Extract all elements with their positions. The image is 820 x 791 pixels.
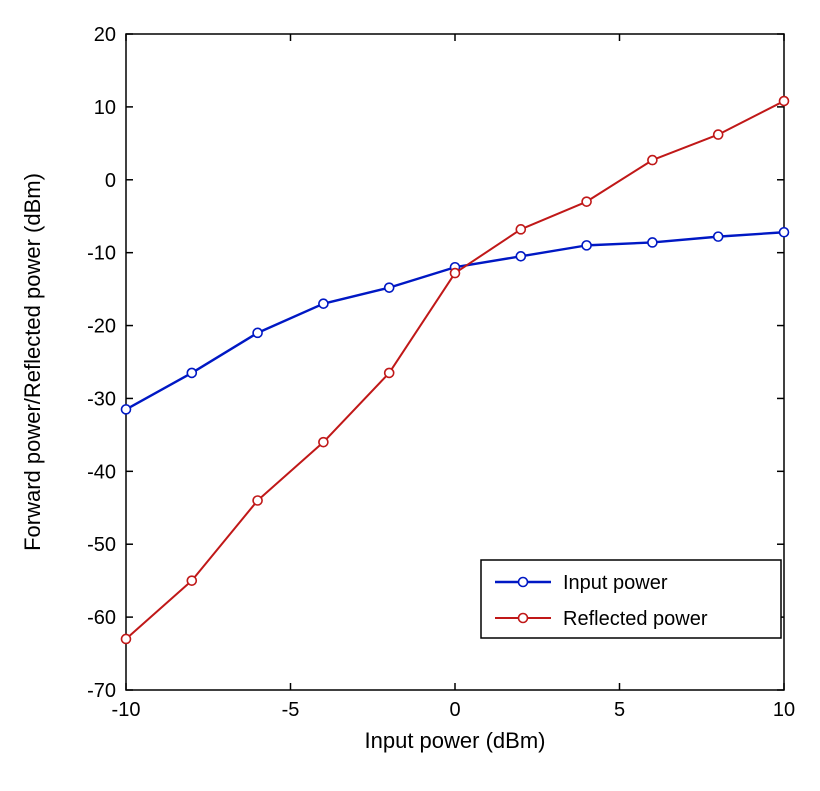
series-marker-1 — [714, 130, 723, 139]
x-tick-label: 10 — [773, 699, 795, 721]
legend-marker-1 — [519, 614, 528, 623]
series-marker-0 — [714, 232, 723, 241]
x-axis-label: Input power (dBm) — [365, 728, 546, 753]
x-tick-label: 5 — [614, 699, 625, 721]
series-marker-0 — [187, 368, 196, 377]
legend-label-1: Reflected power — [563, 608, 708, 630]
series-marker-0 — [780, 228, 789, 237]
chart-svg: -10-50510-70-60-50-40-30-20-1001020Input… — [0, 0, 820, 791]
series-marker-1 — [122, 634, 131, 643]
series-marker-0 — [122, 405, 131, 414]
y-tick-label: 0 — [105, 170, 116, 192]
series-marker-0 — [516, 252, 525, 261]
series-marker-0 — [253, 328, 262, 337]
series-marker-0 — [582, 241, 591, 250]
series-marker-1 — [780, 97, 789, 106]
series-marker-1 — [451, 269, 460, 278]
chart-background — [0, 0, 820, 791]
series-marker-0 — [648, 238, 657, 247]
legend-label-0: Input power — [563, 572, 668, 594]
power-chart: -10-50510-70-60-50-40-30-20-1001020Input… — [0, 0, 820, 791]
series-marker-1 — [187, 576, 196, 585]
series-marker-1 — [648, 156, 657, 165]
series-marker-1 — [385, 368, 394, 377]
y-tick-label: -50 — [87, 534, 116, 556]
y-tick-label: -20 — [87, 316, 116, 338]
series-marker-1 — [516, 225, 525, 234]
y-tick-label: 10 — [94, 97, 116, 119]
series-marker-1 — [253, 496, 262, 505]
y-tick-label: -10 — [87, 243, 116, 265]
y-tick-label: -60 — [87, 607, 116, 629]
y-tick-label: -70 — [87, 680, 116, 702]
y-tick-label: -30 — [87, 388, 116, 410]
series-marker-0 — [319, 299, 328, 308]
x-tick-label: 0 — [449, 699, 460, 721]
y-tick-label: -40 — [87, 461, 116, 483]
x-tick-label: -10 — [112, 699, 141, 721]
y-axis-label: Forward power/Reflected power (dBm) — [20, 173, 45, 551]
legend-marker-0 — [519, 578, 528, 587]
series-marker-1 — [582, 197, 591, 206]
series-marker-1 — [319, 438, 328, 447]
x-tick-label: -5 — [282, 699, 300, 721]
y-tick-label: 20 — [94, 24, 116, 46]
series-marker-0 — [385, 283, 394, 292]
